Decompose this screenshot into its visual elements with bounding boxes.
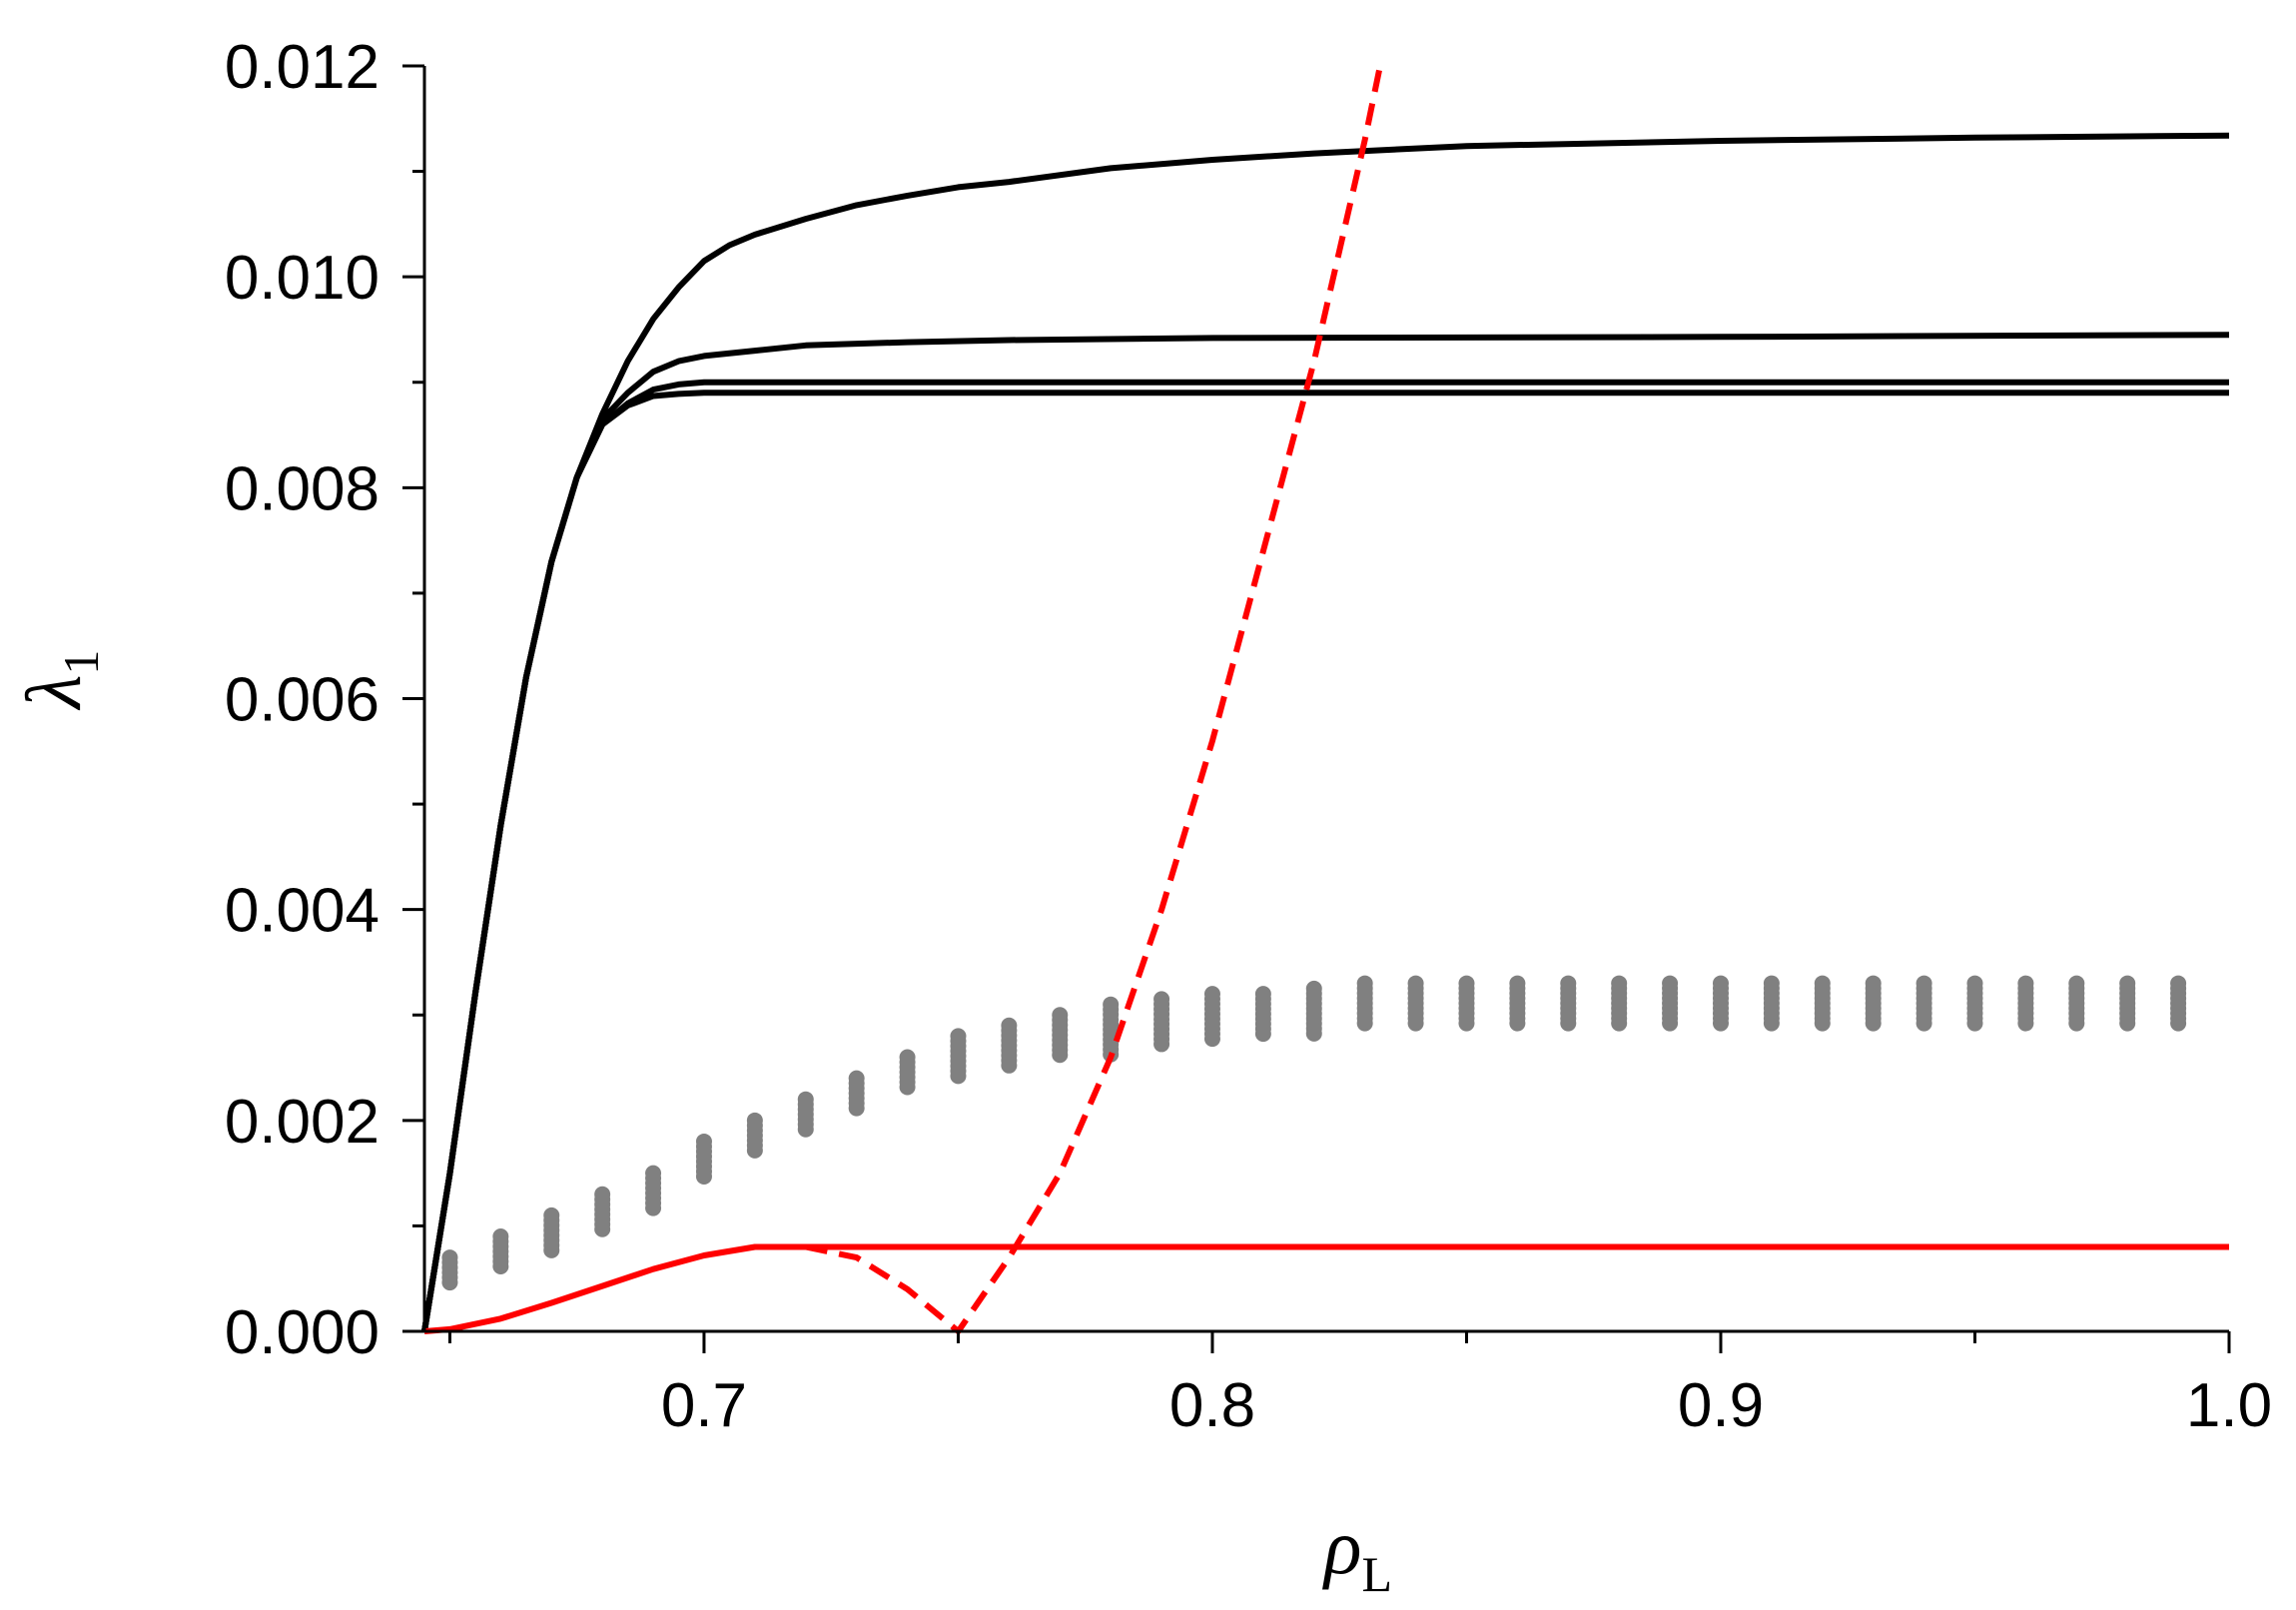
y-tick-label: 0.006 bbox=[225, 666, 380, 735]
line-series-2 bbox=[421, 379, 2229, 1332]
gray-marker-column bbox=[2017, 975, 2034, 1032]
gray-dot bbox=[492, 1257, 509, 1274]
gray-dot bbox=[1305, 1025, 1322, 1042]
gray-marker-column bbox=[695, 1133, 712, 1185]
gray-marker-column bbox=[899, 1049, 916, 1096]
y-tick-label: 0.002 bbox=[225, 1088, 380, 1157]
dashed-line-series-5 bbox=[805, 65, 1383, 1334]
gray-marker-column bbox=[1712, 975, 1729, 1032]
gray-dot bbox=[1915, 1015, 1932, 1032]
x-tick-label: 0.9 bbox=[1678, 1371, 1764, 1440]
y-ticks: 0.000 0.002 0.004 0.006 0.008 0.010 0.012 bbox=[225, 33, 424, 1367]
gray-marker-column bbox=[1662, 975, 1679, 1032]
x-tick-label: 1.0 bbox=[2186, 1371, 2272, 1440]
y-tick-label: 0.008 bbox=[225, 454, 380, 523]
gray-dot bbox=[441, 1274, 458, 1291]
axes: 0.7 0.8 0.9 1.0 0.0000.0020.0040.0060.0080.… bbox=[225, 33, 2272, 1440]
gray-dot bbox=[1966, 1015, 1983, 1032]
gray-marker-column bbox=[594, 1186, 611, 1237]
y-tick-label: 0.000 bbox=[225, 1298, 380, 1367]
x-tick-label: 0.8 bbox=[1169, 1371, 1255, 1440]
line-series-1 bbox=[421, 332, 2230, 1332]
gray-dot bbox=[1407, 1015, 1424, 1032]
gray-dot bbox=[899, 1079, 916, 1096]
gray-dot bbox=[2119, 1015, 2136, 1032]
gray-marker-column bbox=[1356, 975, 1373, 1032]
gray-dot bbox=[1203, 1031, 1220, 1048]
gray-dot bbox=[797, 1121, 814, 1138]
gray-dot bbox=[1763, 1015, 1780, 1032]
gray-marker-column bbox=[746, 1112, 763, 1159]
gray-dot bbox=[695, 1168, 712, 1185]
gray-dot bbox=[1153, 1036, 1170, 1053]
line-series-3 bbox=[421, 390, 2229, 1332]
gray-marker-column bbox=[1407, 975, 1424, 1032]
plot-area bbox=[421, 65, 2230, 1334]
gray-dot bbox=[2170, 1015, 2187, 1032]
gray-marker-column bbox=[645, 1165, 662, 1216]
gray-marker-column bbox=[1103, 996, 1120, 1063]
gray-marker-column bbox=[1915, 975, 1932, 1032]
gray-dot bbox=[543, 1241, 560, 1258]
gray-dot bbox=[950, 1068, 967, 1085]
gray-marker-column bbox=[2119, 975, 2136, 1032]
gray-marker-column bbox=[1458, 975, 1475, 1032]
gray-marker-column bbox=[492, 1227, 509, 1274]
gray-dot bbox=[1458, 1015, 1475, 1032]
gray-dot bbox=[848, 1100, 865, 1117]
gray-marker-column bbox=[797, 1091, 814, 1138]
gray-marker-column bbox=[1763, 975, 1780, 1032]
gray-dot bbox=[1865, 1015, 1882, 1032]
x-ticks: 0.7 0.8 0.9 1.0 bbox=[447, 1331, 2272, 1440]
gray-dot bbox=[594, 1220, 611, 1237]
x-tick-label: 0.7 bbox=[661, 1371, 747, 1440]
gray-marker-column bbox=[1865, 975, 1882, 1032]
gray-dot bbox=[1611, 1015, 1628, 1032]
gray-dot bbox=[1560, 1015, 1577, 1032]
gray-marker-column bbox=[1254, 986, 1271, 1043]
gray-dot bbox=[2017, 1015, 2034, 1032]
gray-marker-column bbox=[2170, 975, 2187, 1032]
gray-marker-column bbox=[1001, 1017, 1018, 1074]
y-tick-label: 0.004 bbox=[225, 877, 380, 946]
gray-dot bbox=[645, 1200, 662, 1216]
gray-dot bbox=[1509, 1015, 1526, 1032]
y-tick-label: 0.010 bbox=[225, 244, 380, 313]
gray-dot bbox=[1712, 1015, 1729, 1032]
gray-dot bbox=[1356, 1015, 1373, 1032]
gray-dot bbox=[746, 1142, 763, 1159]
gray-marker-column bbox=[1203, 986, 1220, 1048]
gray-marker-column bbox=[950, 1028, 967, 1085]
x-axis-label: ρL bbox=[1322, 1503, 1392, 1602]
line-series-4 bbox=[423, 1243, 2229, 1334]
gray-dot bbox=[1662, 1015, 1679, 1032]
gray-marker-column bbox=[1509, 975, 1526, 1032]
gray-dot bbox=[2068, 1015, 2085, 1032]
gray-marker-column bbox=[441, 1249, 458, 1291]
y-axis-label: λ1 bbox=[10, 650, 109, 711]
gray-marker-column bbox=[1052, 1007, 1069, 1064]
gray-marker-column bbox=[1814, 975, 1831, 1032]
gray-marker-column bbox=[1560, 975, 1577, 1032]
gray-dot bbox=[1052, 1047, 1069, 1064]
gray-marker-column bbox=[1153, 991, 1170, 1053]
y-tick-label: 0.012 bbox=[225, 33, 380, 102]
gray-dot bbox=[1814, 1015, 1831, 1032]
gray-marker-column bbox=[1966, 975, 1983, 1032]
gray-marker-column bbox=[1611, 975, 1628, 1032]
gray-marker-column bbox=[1305, 980, 1322, 1042]
gray-marker-column bbox=[2068, 975, 2085, 1032]
gray-marker-column bbox=[848, 1070, 865, 1117]
gray-dot bbox=[1254, 1026, 1271, 1043]
gray-dot bbox=[1001, 1057, 1018, 1074]
gray-marker-column bbox=[543, 1207, 560, 1258]
